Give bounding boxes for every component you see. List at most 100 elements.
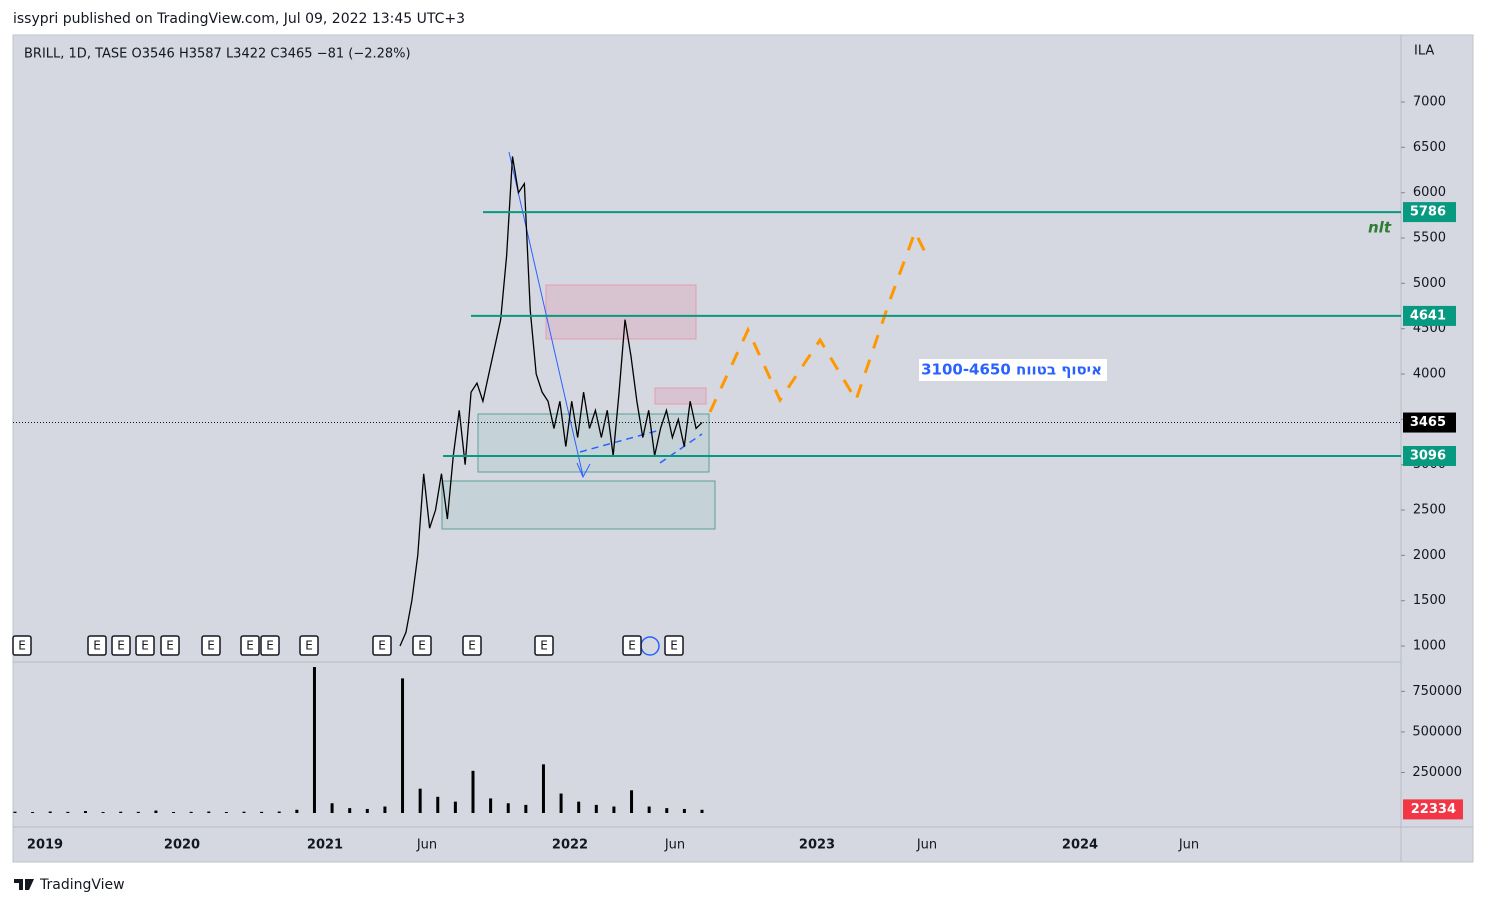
- event-label: E: [468, 639, 476, 653]
- level-label-box: [1403, 305, 1456, 326]
- event-label: E: [670, 639, 678, 653]
- last-price-label: 3465: [1410, 415, 1446, 430]
- logo: [14, 879, 34, 890]
- volume-bar: [172, 812, 176, 813]
- x-tick-label: 2023: [799, 838, 835, 853]
- event-box: [111, 635, 131, 656]
- event-label: E: [540, 639, 548, 653]
- volume-bar: [136, 811, 140, 813]
- volume-bar: [401, 678, 405, 813]
- y-tick-label: 5000: [1413, 276, 1446, 291]
- volume-bar: [101, 812, 105, 813]
- currency: ILA: [1414, 44, 1434, 59]
- volume-bar: [13, 811, 17, 813]
- chart-frame: [12, 34, 1474, 863]
- zone: [654, 387, 707, 405]
- trend-line: [659, 433, 703, 464]
- y-tick-label: 5500: [1413, 231, 1446, 246]
- event-label: E: [378, 639, 386, 653]
- y-tick-label: 1000: [1413, 639, 1446, 654]
- volume-bar: [612, 806, 616, 813]
- x-tick-label: Jun: [664, 838, 685, 853]
- volume-bar: [453, 801, 457, 813]
- volume-bar: [330, 803, 334, 813]
- zone: [477, 413, 710, 473]
- volume-label-box: [1403, 799, 1463, 820]
- y-tick-label: 6500: [1413, 140, 1446, 155]
- event-box: [534, 635, 554, 656]
- volume-bar: [682, 808, 686, 813]
- level-label: 4641: [1410, 308, 1446, 323]
- volume-bar: [242, 811, 246, 813]
- annotation: nlt: [1368, 219, 1392, 237]
- volume-bar: [189, 811, 193, 813]
- event-label: E: [305, 639, 313, 653]
- event-label: E: [18, 639, 26, 653]
- volume-bar: [577, 801, 581, 813]
- volume-bar: [295, 809, 299, 813]
- volume-label: 22334: [1411, 802, 1456, 817]
- volume-bar: [260, 811, 264, 813]
- projection: [708, 228, 930, 413]
- y-tick-label: 1500: [1413, 593, 1446, 608]
- level-label: 3096: [1410, 448, 1446, 463]
- volume-bar: [541, 764, 545, 813]
- volume-bar: [647, 806, 651, 813]
- event-label: E: [117, 639, 125, 653]
- level-label: 5786: [1410, 205, 1446, 220]
- x-tick-label: 2022: [552, 838, 588, 853]
- event-box: [299, 635, 319, 656]
- event-box: [135, 635, 155, 656]
- level-label-box: [1403, 445, 1456, 466]
- volume-bar: [207, 811, 211, 813]
- event-box: [12, 635, 32, 656]
- volume-bar: [665, 808, 669, 813]
- zone: [545, 284, 697, 340]
- volume-bar: [83, 811, 87, 813]
- volume-bar: [594, 804, 598, 813]
- y-tick-label: 7000: [1413, 95, 1446, 110]
- event-box: [160, 635, 180, 656]
- volume-bar: [630, 790, 634, 813]
- zone: [441, 480, 716, 530]
- event-box: [372, 635, 392, 656]
- y-tick-label: 500000: [1412, 724, 1462, 739]
- event-label: E: [207, 639, 215, 653]
- last-price-box: [1403, 412, 1456, 433]
- arrow: [576, 462, 591, 479]
- volume-bar: [277, 811, 281, 813]
- volume-bar: [471, 770, 475, 813]
- y-tick-label: 6000: [1413, 185, 1446, 200]
- volume-bar: [506, 803, 510, 813]
- x-tick-label: 2024: [1062, 838, 1098, 853]
- event-box: [664, 635, 684, 656]
- volume-bar: [348, 808, 352, 813]
- y-tick-label: 2500: [1413, 503, 1446, 518]
- y-tick-label: 2000: [1413, 548, 1446, 563]
- volume-bar: [48, 811, 52, 813]
- event-label: E: [266, 639, 274, 653]
- volume-bar: [383, 806, 387, 813]
- annotation-box: [919, 359, 1107, 381]
- x-tick-label: Jun: [1178, 838, 1199, 853]
- y-tick-label: 750000: [1412, 684, 1462, 699]
- event-box: [201, 635, 221, 656]
- event-box: [622, 635, 642, 656]
- x-tick-label: 2019: [27, 838, 63, 853]
- volume-bar: [559, 793, 563, 813]
- volume-bar: [224, 812, 228, 813]
- symbol-info: BRILL, 1D, TASE O3546 H3587 L3422 C3465 …: [24, 47, 411, 62]
- volume-bar: [66, 811, 70, 813]
- volume-bar: [524, 804, 528, 813]
- volume-bar: [489, 798, 493, 813]
- volume-bar: [436, 796, 440, 813]
- event-box: [87, 635, 107, 656]
- event-label: E: [166, 639, 174, 653]
- event-box: [260, 635, 280, 656]
- y-tick-label: 4000: [1413, 367, 1446, 382]
- volume-bar: [312, 667, 316, 813]
- event-label: E: [628, 639, 636, 653]
- event-label: E: [418, 639, 426, 653]
- volume-bar: [418, 788, 422, 813]
